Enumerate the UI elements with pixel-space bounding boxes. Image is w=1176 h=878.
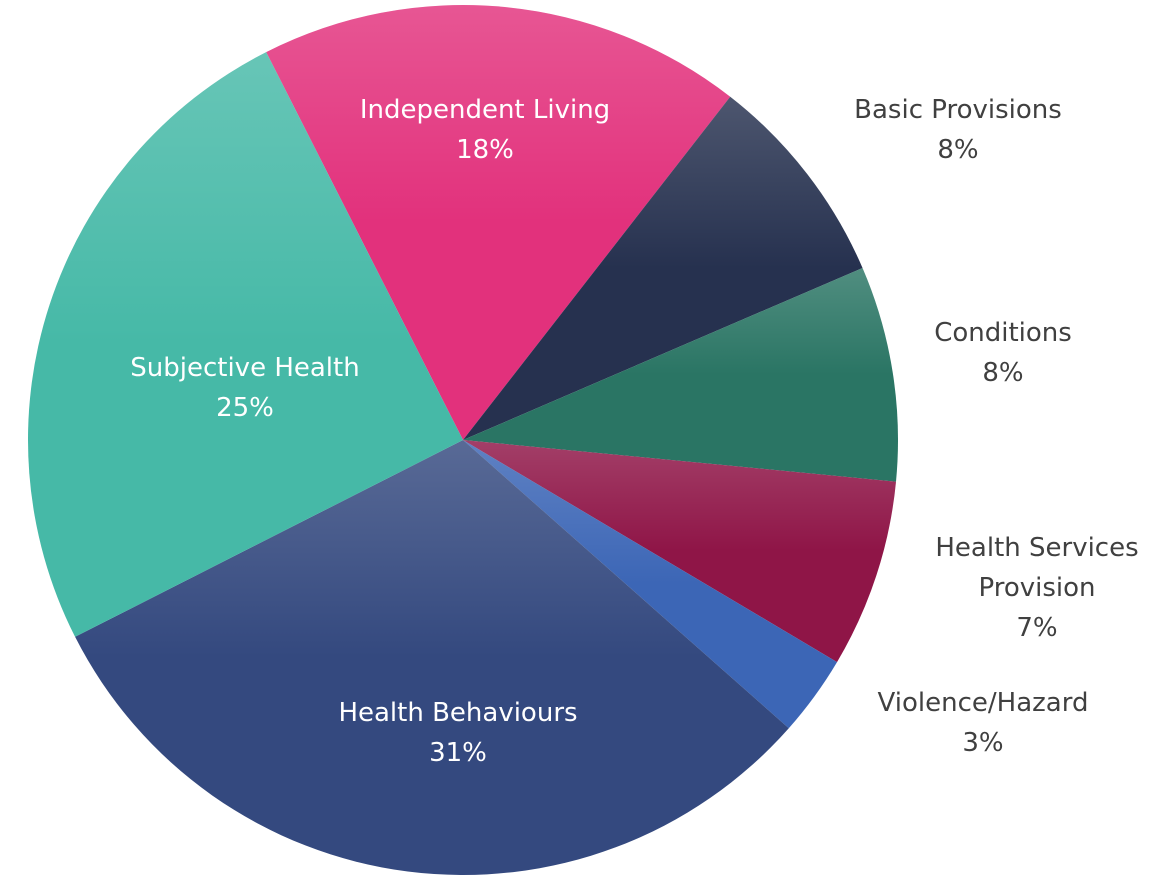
value-label: 8% xyxy=(937,135,979,165)
slice-label: Basic Provisions 8% xyxy=(808,90,1108,170)
value-label: 7% xyxy=(1016,613,1058,643)
category-label: Conditions xyxy=(934,318,1072,348)
slice-shade xyxy=(27,52,463,637)
slice-label: Violence/Hazard 3% xyxy=(833,683,1133,763)
category-label: Subjective Health xyxy=(130,353,360,383)
value-label: 31% xyxy=(429,738,487,768)
slice-label: Conditions 8% xyxy=(878,313,1128,393)
slice-shade xyxy=(463,267,898,482)
slice-label: Independent Living 18% xyxy=(335,90,635,170)
value-label: 18% xyxy=(456,135,514,165)
category-label: Basic Provisions xyxy=(854,95,1062,125)
slice-shade xyxy=(463,96,863,441)
value-label: 25% xyxy=(216,393,274,423)
slice-shade xyxy=(463,440,838,729)
slice-shade xyxy=(463,440,896,663)
slice-label: Subjective Health 25% xyxy=(85,348,405,428)
slice-shade xyxy=(75,440,789,875)
category-label: Health Behaviours xyxy=(338,698,578,728)
category-label: Violence/Hazard xyxy=(877,688,1089,718)
value-label: 3% xyxy=(962,728,1004,758)
category-label: Health Services Provision xyxy=(935,533,1139,603)
slice-label: Health Services Provision 7% xyxy=(917,528,1157,648)
slice-label: Health Behaviours 31% xyxy=(258,693,658,773)
value-label: 8% xyxy=(982,358,1024,388)
category-label: Independent Living xyxy=(359,95,611,125)
slice-shade xyxy=(266,5,731,441)
